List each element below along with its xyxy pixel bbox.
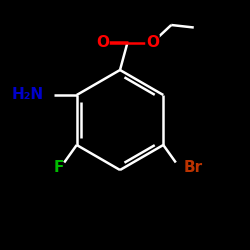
Text: H₂N: H₂N <box>12 88 44 102</box>
Text: F: F <box>54 160 64 175</box>
Text: Br: Br <box>183 160 203 175</box>
Text: O: O <box>146 35 159 50</box>
Text: O: O <box>96 35 109 50</box>
